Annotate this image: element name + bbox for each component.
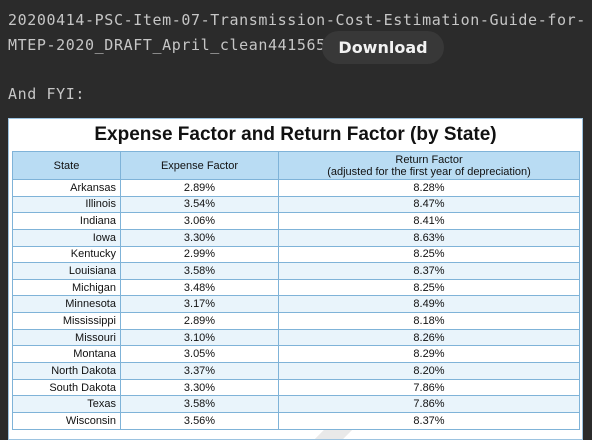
state-cell: Indiana — [12, 212, 121, 230]
state-cell: Illinois — [12, 195, 121, 214]
state-cell: Missouri — [12, 328, 121, 347]
table-row: North Dakota 3.37% 8.20% — [12, 362, 580, 380]
table-row: Wisconsin 3.56% 8.37% — [12, 411, 580, 430]
table-row: Minnesota 3.17% 8.49% — [12, 295, 580, 314]
table-row: Arkansas 2.89% 8.28% — [12, 179, 580, 197]
state-cell: Arkansas — [12, 179, 121, 197]
table-row: Iowa 3.30% 8.63% — [12, 228, 580, 247]
table-row: Mississippi 2.89% 8.18% — [12, 312, 580, 330]
table-header-row: State Expense Factor Return Factor (adju… — [12, 151, 580, 180]
expense-cell: 3.30% — [120, 378, 279, 397]
return-cell: 7.86% — [278, 378, 580, 397]
table-row: Louisiana 3.58% 8.37% — [12, 262, 580, 280]
expense-cell: 3.30% — [120, 228, 279, 247]
factor-table-image: Expense Factor and Return Factor (by Sta… — [8, 118, 583, 440]
download-button[interactable]: Download — [322, 31, 444, 64]
header-return-title: Return Factor — [395, 153, 463, 166]
expense-cell: 3.37% — [120, 362, 279, 380]
table-row: Illinois 3.54% 8.47% — [12, 195, 580, 214]
table-row: Montana 3.05% 8.29% — [12, 345, 580, 364]
return-cell: 8.29% — [278, 345, 580, 364]
state-cell: Michigan — [12, 278, 121, 297]
return-cell: 8.25% — [278, 278, 580, 297]
expense-cell: 3.54% — [120, 195, 279, 214]
expense-cell: 3.48% — [120, 278, 279, 297]
state-cell: Wisconsin — [12, 411, 121, 430]
table-row: Kentucky 2.99% 8.25% — [12, 245, 580, 264]
header-return-factor: Return Factor (adjusted for the first ye… — [278, 151, 580, 180]
expense-cell: 2.89% — [120, 312, 279, 330]
state-cell: Kentucky — [12, 245, 121, 264]
state-cell: Montana — [12, 345, 121, 364]
table-row: Texas 3.58% 7.86% — [12, 395, 580, 413]
state-cell: Louisiana — [12, 262, 121, 280]
state-cell: South Dakota — [12, 378, 121, 397]
return-cell: 8.49% — [278, 295, 580, 314]
state-cell: Mississippi — [12, 312, 121, 330]
table-row: Indiana 3.06% 8.41% — [12, 212, 580, 230]
table-title: Expense Factor and Return Factor (by Sta… — [94, 124, 497, 145]
return-cell: 7.86% — [278, 395, 580, 413]
return-cell: 8.41% — [278, 212, 580, 230]
return-cell: 8.28% — [278, 179, 580, 197]
return-cell: 8.25% — [278, 245, 580, 264]
factor-table: State Expense Factor Return Factor (adju… — [12, 151, 580, 430]
expense-cell: 2.89% — [120, 179, 279, 197]
state-cell: Minnesota — [12, 295, 121, 314]
return-cell: 8.63% — [278, 228, 580, 247]
header-return-note: (adjusted for the first year of deprecia… — [327, 165, 531, 178]
expense-cell: 3.17% — [120, 295, 279, 314]
table-row: South Dakota 3.30% 7.86% — [12, 378, 580, 397]
header-state: State — [12, 151, 121, 180]
fyi-text: And FYI: — [8, 85, 86, 103]
expense-cell: 2.99% — [120, 245, 279, 264]
return-cell: 8.37% — [278, 262, 580, 280]
return-cell: 8.20% — [278, 362, 580, 380]
state-cell: Iowa — [12, 228, 121, 247]
return-cell: 8.18% — [278, 312, 580, 330]
expense-cell: 3.05% — [120, 345, 279, 364]
return-cell: 8.47% — [278, 195, 580, 214]
expense-cell: 3.58% — [120, 395, 279, 413]
table-row: Missouri 3.10% 8.26% — [12, 328, 580, 347]
attachment-filename[interactable]: 20200414-PSC-Item-07-Transmission-Cost-E… — [8, 11, 586, 54]
expense-cell: 3.56% — [120, 411, 279, 430]
state-cell: Texas — [12, 395, 121, 413]
return-cell: 8.26% — [278, 328, 580, 347]
expense-cell: 3.06% — [120, 212, 279, 230]
expense-cell: 3.10% — [120, 328, 279, 347]
header-expense-factor: Expense Factor — [120, 151, 279, 180]
return-cell: 8.37% — [278, 411, 580, 430]
attachment-line: 20200414-PSC-Item-07-Transmission-Cost-E… — [8, 8, 588, 58]
table-row: Michigan 3.48% 8.25% — [12, 278, 580, 297]
expense-cell: 3.58% — [120, 262, 279, 280]
state-cell: North Dakota — [12, 362, 121, 380]
